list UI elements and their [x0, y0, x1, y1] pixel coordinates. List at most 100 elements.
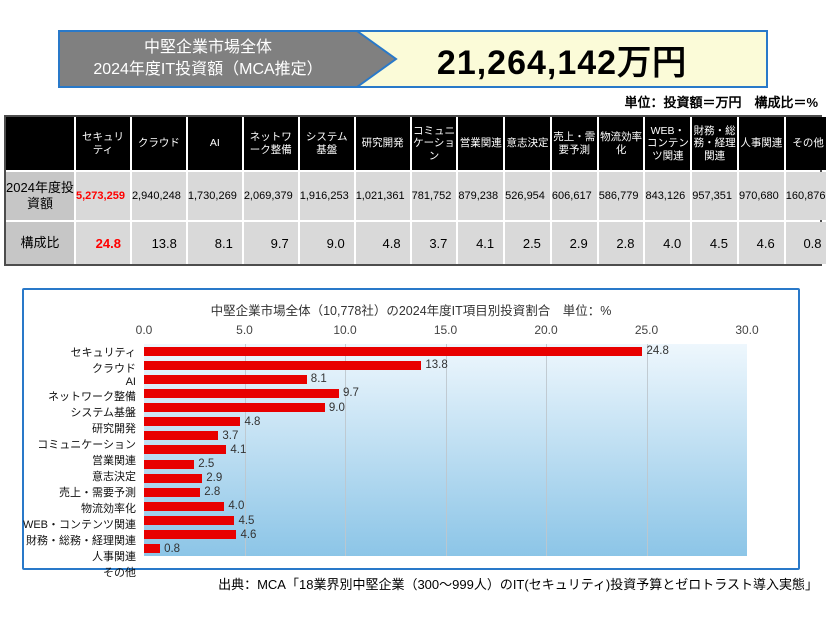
- chart-value-label: 8.1: [310, 373, 327, 386]
- table-cell: 3.7: [411, 222, 457, 264]
- table-cell: 2.9: [551, 222, 597, 264]
- x-tick-label: 20.0: [534, 323, 558, 337]
- table-column-header: セキュリティ: [76, 117, 130, 170]
- table-column-header: AI: [187, 117, 242, 170]
- chart-bar: [144, 501, 225, 511]
- chart-bar-row: 4.5: [144, 514, 747, 528]
- table-column-header: WEB・コンテンツ関連: [645, 117, 691, 170]
- gridline: [345, 344, 346, 556]
- gridline: [546, 344, 547, 556]
- table-column-header: 人事関連: [738, 117, 784, 170]
- chart-value-label: 24.8: [646, 345, 669, 358]
- table-cell: 2,940,248: [131, 172, 186, 220]
- table-cell: 5,273,259: [76, 172, 130, 220]
- x-tick-label: 15.0: [433, 323, 458, 337]
- chart-value-label: 4.8: [244, 415, 261, 428]
- chart-bar-row: 4.0: [144, 499, 747, 513]
- chart-value-label: 13.8: [425, 359, 448, 372]
- table-cell: 879,238: [458, 172, 504, 220]
- gridline: [445, 344, 447, 556]
- y-axis-category-labels: セキュリティ クラウド AI ネットワーク整備 システム基盤 研究開発 コミュニケーション営…: [22, 344, 136, 579]
- chart-bar-row: 4.8: [144, 415, 747, 429]
- chart-category-label: 意志決定: [92, 471, 136, 483]
- chart-bar-row: 13.8: [144, 358, 747, 372]
- chart-bar-row: 9.0: [144, 401, 747, 415]
- table-cell: 2.5: [505, 222, 550, 264]
- chart-category-label: その他: [103, 567, 136, 579]
- chart-value-label: 2.9: [206, 472, 223, 485]
- x-tick-label: 25.0: [634, 323, 659, 337]
- table-cell: 0.8: [785, 222, 826, 264]
- chart-value-label: 0.8: [164, 542, 181, 555]
- table-column-header: 物流効率化: [598, 117, 644, 170]
- chart-bar: [144, 388, 339, 398]
- chart-bar: [144, 403, 325, 413]
- table-cell: 526,954: [505, 172, 550, 220]
- table-row-label: 2024年度投資額: [6, 172, 74, 220]
- chart-bar: [144, 360, 422, 370]
- x-tick-label: 0.0: [135, 323, 153, 337]
- chart-value-label: 4.6: [240, 528, 257, 541]
- chart-category-label: 営業関連: [92, 455, 136, 467]
- table-cell: 970,680: [738, 172, 784, 220]
- gridline: [646, 344, 648, 556]
- source-note: 出典：MCA「18業界別中堅企業（300～999人）のIT(セキュリティ)投資予…: [218, 577, 818, 592]
- chart-bar: [144, 516, 235, 526]
- chart-bar: [144, 459, 195, 469]
- table-cell: 1,916,253: [299, 172, 354, 220]
- x-tick-label: 5.0: [236, 323, 253, 337]
- table-cell: 24.8: [76, 222, 130, 264]
- table-corner-cell: [6, 117, 74, 170]
- chart-bar: [144, 431, 219, 441]
- table-column-header: 営業関連: [458, 117, 504, 170]
- table-column-header: 研究開発: [355, 117, 410, 170]
- chart-bar-row: 24.8: [144, 344, 747, 358]
- chart-title: 中堅企業市場全体（10,778社）の2024年度IT項目別投資割合 単位：%: [210, 304, 612, 318]
- unit-note: 単位：投資額＝万円 構成比＝%: [624, 95, 818, 110]
- chart-value-label: 2.5: [198, 458, 215, 471]
- chart-bar: [144, 417, 241, 427]
- chart-category-label: セキュリティ: [70, 347, 136, 359]
- table-cell: 2,069,379: [243, 172, 298, 220]
- arrow-shape: [58, 30, 398, 88]
- chart-bar-row: 4.6: [144, 528, 747, 542]
- chart-bar-row: 0.8: [144, 542, 747, 556]
- chart-bar: [144, 530, 237, 540]
- header-banner: 21,264,142万円 中堅企業市場全体 2024年度IT投資額（MCA推定）: [58, 30, 768, 88]
- table-column-header: システム基盤: [299, 117, 354, 170]
- chart-category-label: AI: [125, 376, 136, 388]
- plot-area: 24.8 13.8 8.1 9.7 9.0 4.8 3.7 4.1 2.5 2.9 2.8 4.0 4.…: [144, 344, 747, 556]
- chart-bar-row: 4.1: [144, 443, 747, 457]
- banner-title-line2: 2024年度IT投資額（MCA推定）: [93, 61, 323, 78]
- table-column-header: クラウド: [131, 117, 186, 170]
- chart-value-label: 4.5: [238, 514, 255, 527]
- x-axis: 0.0 5.0 10.0 15.0 20.0 25.0 30.0: [136, 323, 759, 339]
- chart-bar: [144, 473, 203, 483]
- chart-bar: [144, 346, 643, 356]
- chart-value-label: 4.1: [230, 443, 247, 456]
- gridline: [244, 344, 246, 556]
- chart-value-label: 2.8: [204, 486, 221, 499]
- chart-bar-row: 2.8: [144, 485, 747, 499]
- chart-category-label: ネットワーク整備: [48, 391, 136, 403]
- table-cell: 9.0: [299, 222, 354, 264]
- table-column-header: その他: [785, 117, 826, 170]
- chart-category-label: クラウド: [92, 363, 136, 375]
- table-cell: 9.7: [243, 222, 298, 264]
- table-cell: 2.8: [598, 222, 644, 264]
- table-cell: 4.1: [458, 222, 504, 264]
- table-cell: 586,779: [598, 172, 644, 220]
- banner-title: 中堅企業市場全体 2024年度IT投資額（MCA推定）: [58, 30, 358, 88]
- table-cell: 1,730,269: [187, 172, 242, 220]
- table-column-header: 意志決定: [505, 117, 550, 170]
- chart-area: 0.0 5.0 10.0 15.0 20.0 25.0 30.0 セキュリティ クラウド AI ネ…: [22, 323, 798, 579]
- chart-bar-row: 9.7: [144, 386, 747, 400]
- banner-title-line1: 中堅企業市場全体: [143, 39, 272, 57]
- chart-bar: [144, 487, 201, 497]
- chart-bar: [144, 544, 161, 554]
- chart-category-label: WEB・コンテンツ関連: [22, 519, 136, 531]
- chart-container: 中堅企業市場全体（10,778社）の2024年度IT項目別投資割合 単位：% 0…: [22, 288, 800, 579]
- chart-bar-row: 2.5: [144, 457, 747, 471]
- x-tick-label: 10.0: [333, 323, 357, 337]
- table-cell: 606,617: [551, 172, 597, 220]
